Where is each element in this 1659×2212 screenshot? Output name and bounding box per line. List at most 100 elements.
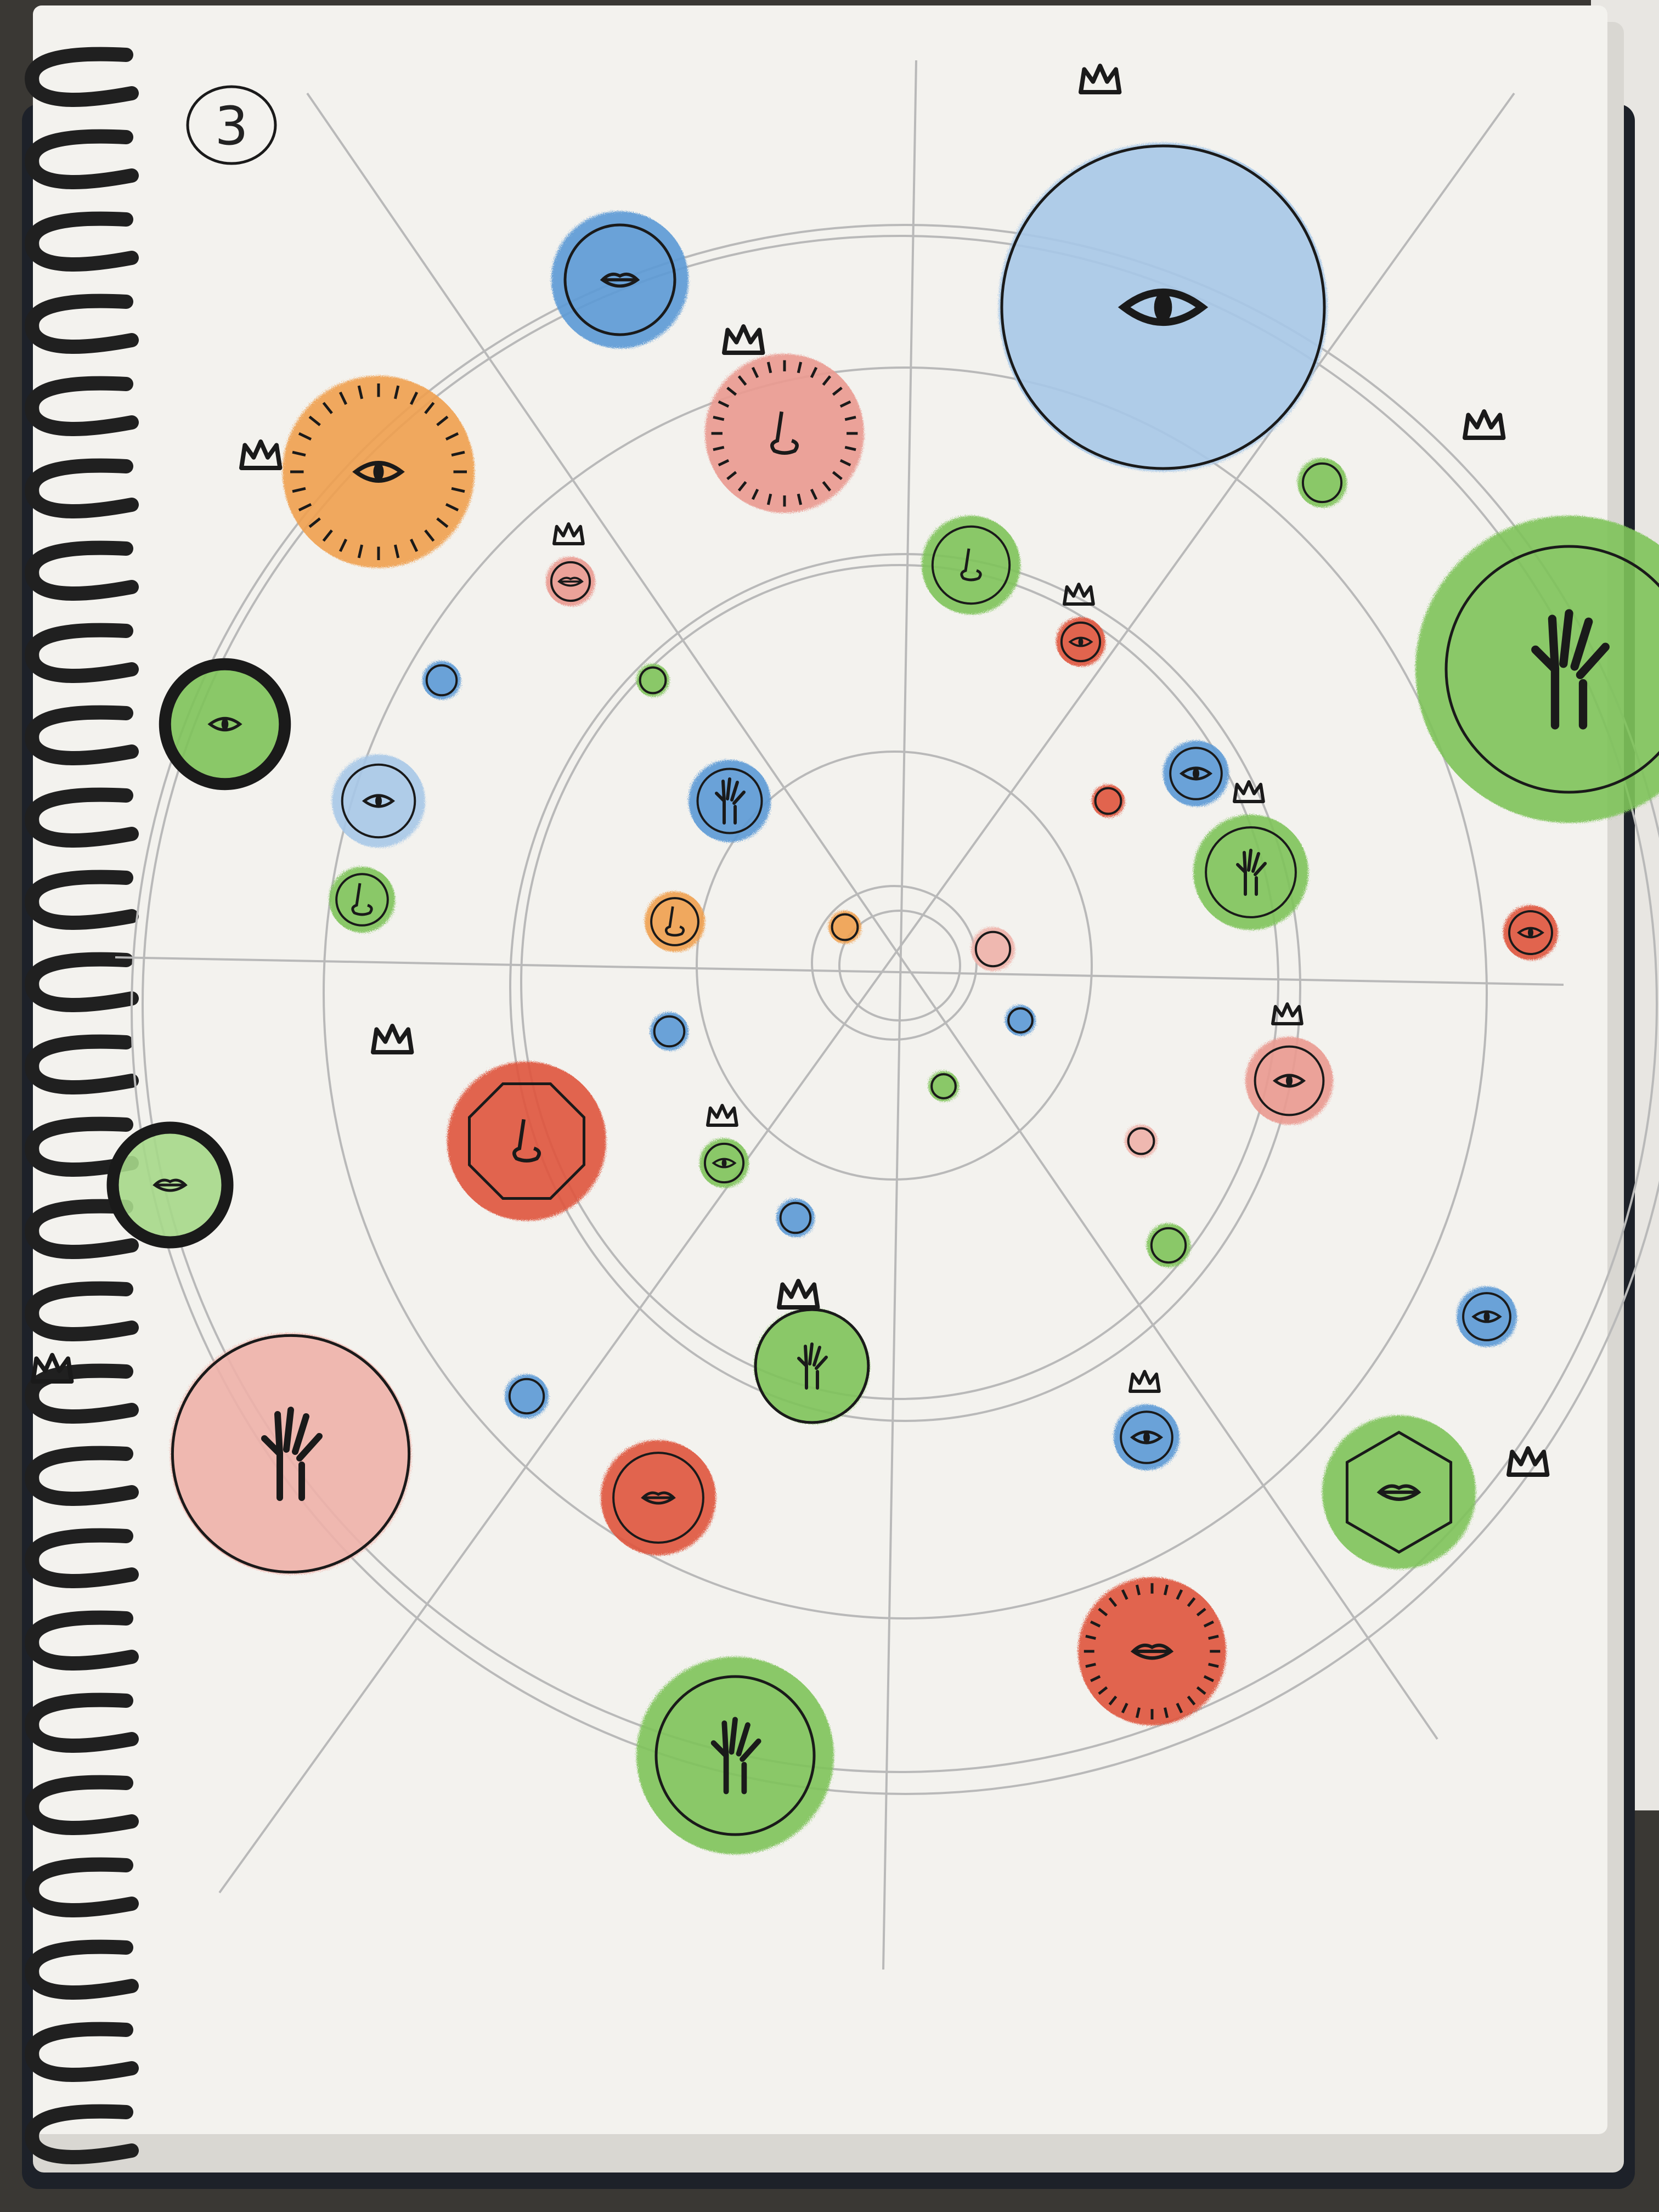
moon-outline bbox=[1254, 1045, 1325, 1116]
moon-outline bbox=[1301, 462, 1343, 504]
moon bbox=[1297, 458, 1347, 507]
spiral-loop bbox=[25, 705, 139, 765]
moon-fill bbox=[828, 911, 861, 944]
orbit-1 bbox=[838, 910, 961, 1022]
orbit-5b bbox=[131, 224, 1659, 1795]
moon-outline bbox=[1462, 1292, 1511, 1341]
moon bbox=[1005, 1005, 1036, 1036]
moon-fill bbox=[645, 891, 705, 952]
planet-fill bbox=[705, 354, 864, 513]
moon bbox=[971, 927, 1015, 971]
moon-fill bbox=[650, 1012, 689, 1051]
moon-outline bbox=[1094, 787, 1122, 815]
moon-outline bbox=[653, 1015, 686, 1048]
spiral-loop bbox=[25, 2022, 139, 2082]
moon-outline bbox=[1150, 1227, 1187, 1264]
moon-outline bbox=[1205, 826, 1297, 918]
spiral-loop bbox=[25, 211, 139, 272]
moon bbox=[505, 1374, 549, 1418]
spiral-loop bbox=[25, 2104, 139, 2164]
moon-outline bbox=[696, 768, 763, 834]
moon bbox=[1125, 1125, 1158, 1158]
planet bbox=[159, 658, 291, 791]
planet-polygon bbox=[468, 1082, 585, 1200]
moon bbox=[636, 664, 669, 697]
spiral-loop bbox=[25, 1446, 139, 1506]
moon-outline bbox=[650, 897, 699, 946]
planet bbox=[241, 376, 475, 568]
planet-inner-ring bbox=[1444, 545, 1659, 794]
planet-outline bbox=[171, 1334, 411, 1574]
spiral-loop bbox=[25, 1363, 139, 1424]
page-number-circle bbox=[186, 85, 277, 165]
planet-polygon bbox=[1345, 1430, 1453, 1554]
moon-fill bbox=[971, 927, 1015, 971]
moon bbox=[645, 891, 705, 952]
orbit-2 bbox=[696, 751, 1093, 1181]
moon-outline bbox=[930, 1073, 957, 1099]
moon-outline bbox=[931, 525, 1011, 605]
spiral-loop bbox=[25, 294, 139, 354]
pencil-guidelines bbox=[115, 60, 1659, 1970]
planet-inner-ring bbox=[654, 1675, 816, 1836]
moon bbox=[1092, 785, 1125, 817]
moon-outline bbox=[703, 1142, 745, 1184]
moon bbox=[928, 1071, 959, 1102]
moon-outline bbox=[1508, 910, 1553, 955]
moon bbox=[1114, 1372, 1180, 1470]
moon-outline bbox=[550, 561, 591, 602]
moon-outline bbox=[1120, 1410, 1173, 1464]
moon-outline bbox=[1169, 747, 1223, 800]
moon-outline bbox=[335, 873, 389, 927]
moon bbox=[1193, 782, 1308, 930]
moons-layer bbox=[329, 458, 1558, 1555]
moon bbox=[689, 760, 771, 842]
moon bbox=[922, 516, 1020, 614]
spiral-loop bbox=[25, 1281, 139, 1341]
planet-fill bbox=[1415, 516, 1659, 823]
moon-fill bbox=[1092, 785, 1125, 817]
moon-fill bbox=[922, 516, 1020, 614]
moon bbox=[1056, 584, 1105, 667]
planet-bold-outline bbox=[106, 1121, 234, 1249]
moon-fill bbox=[505, 1374, 549, 1418]
spiral-loop bbox=[25, 1857, 139, 1917]
moon bbox=[1503, 905, 1558, 960]
moon bbox=[776, 1199, 815, 1237]
spiral-loop bbox=[25, 1610, 139, 1671]
page-number: 3 bbox=[215, 95, 249, 157]
spiral-loop bbox=[25, 1528, 139, 1588]
planet bbox=[1322, 1415, 1547, 1569]
orbit-5 bbox=[142, 235, 1658, 1773]
guideline-vertical bbox=[882, 60, 917, 1970]
moon-outline bbox=[1007, 1007, 1034, 1034]
moon-fill bbox=[636, 664, 669, 697]
planet bbox=[551, 211, 689, 348]
moon-outline bbox=[425, 664, 458, 697]
moon-fill bbox=[928, 1071, 959, 1102]
planet-bold-outline bbox=[159, 658, 291, 791]
spiral-loop bbox=[25, 47, 139, 107]
spiral-loop bbox=[25, 1199, 139, 1259]
planet bbox=[106, 1121, 234, 1249]
moon-fill bbox=[1005, 1005, 1036, 1036]
moon bbox=[650, 1012, 689, 1051]
moon bbox=[1245, 1004, 1333, 1125]
moon-outline bbox=[1060, 621, 1102, 663]
planet bbox=[373, 1026, 606, 1221]
spiral-loop bbox=[25, 458, 139, 518]
moon bbox=[828, 911, 861, 944]
moon-fill bbox=[776, 1199, 815, 1237]
orbit-4 bbox=[323, 366, 1488, 1620]
spiral-loop bbox=[25, 1034, 139, 1094]
moon-outline bbox=[831, 913, 859, 941]
moon bbox=[332, 754, 425, 848]
moon bbox=[422, 661, 461, 699]
moon bbox=[1163, 741, 1229, 806]
planet bbox=[33, 1333, 411, 1575]
spiral-loop bbox=[25, 623, 139, 683]
moon-outline bbox=[779, 1201, 812, 1234]
moon bbox=[601, 1440, 716, 1555]
spiral-binding bbox=[25, 47, 139, 2164]
